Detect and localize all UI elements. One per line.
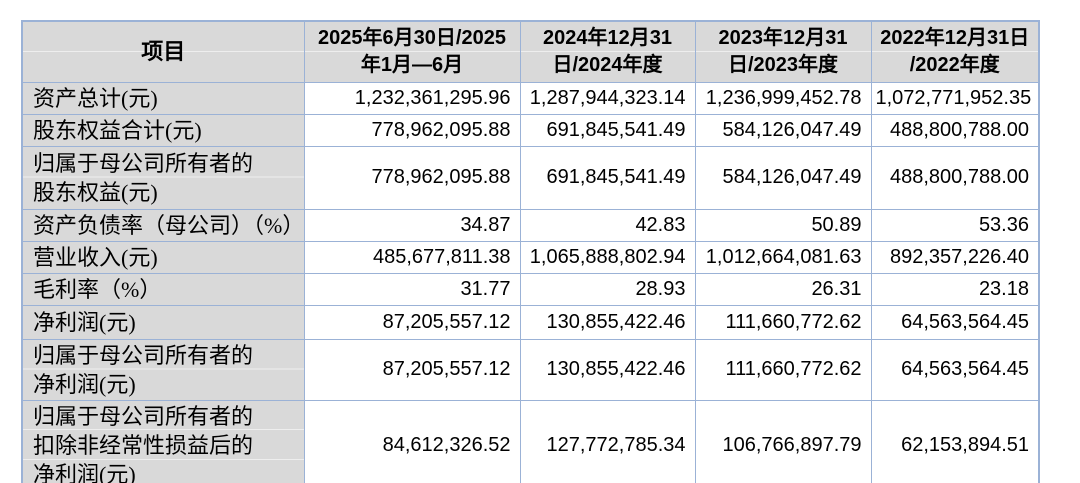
table-header-row: 项目 2025年6月30日/2025 年1月—6月 2024年12月31 日/2… (21, 20, 1040, 83)
cell-value: 485,677,811.38 (303, 240, 521, 274)
cell-value: 28.93 (519, 272, 696, 306)
table-row-parent-equity: 归属于母公司所有者的 股东权益(元) 778,962,095.88 691,84… (21, 145, 1040, 210)
cell-value: 23.18 (870, 272, 1040, 306)
cell-value: 84,612,326.52 (303, 399, 521, 483)
row-label: 净利润(元) (21, 304, 305, 340)
cell-value: 64,563,564.45 (870, 338, 1040, 401)
header-item-column: 项目 (21, 20, 305, 83)
table-row-revenue: 营业收入(元) 485,677,811.38 1,065,888,802.94 … (21, 240, 1040, 274)
cell-value: 1,012,664,081.63 (694, 240, 872, 274)
cell-value: 87,205,557.12 (303, 304, 521, 340)
cell-value: 1,232,361,295.96 (303, 81, 521, 115)
row-label: 毛利率（%） (21, 272, 305, 306)
cell-value: 53.36 (870, 208, 1040, 242)
table-row-debt-ratio: 资产负债率（母公司）（%） 34.87 42.83 50.89 53.36 (21, 208, 1040, 242)
row-label: 归属于母公司所有者的 扣除非经常性损益后的 净利润(元) (21, 399, 305, 483)
cell-value: 87,205,557.12 (303, 338, 521, 401)
cell-value: 62,153,894.51 (870, 399, 1040, 483)
cell-value: 1,287,944,323.14 (519, 81, 696, 115)
header-period-2023: 2023年12月31 日/2023年度 (694, 20, 872, 83)
cell-value: 106,766,897.79 (694, 399, 872, 483)
cell-value: 1,236,999,452.78 (694, 81, 872, 115)
cell-value: 111,660,772.62 (694, 304, 872, 340)
cell-value: 50.89 (694, 208, 872, 242)
cell-value: 488,800,788.00 (870, 145, 1040, 210)
cell-value: 42.83 (519, 208, 696, 242)
cell-value: 584,126,047.49 (694, 145, 872, 210)
cell-value: 691,845,541.49 (519, 113, 696, 147)
row-label: 归属于母公司所有者的 净利润(元) (21, 338, 305, 401)
cell-value: 778,962,095.88 (303, 145, 521, 210)
cell-value: 1,072,771,952.35 (870, 81, 1040, 115)
cell-value: 34.87 (303, 208, 521, 242)
financial-summary-table: 项目 2025年6月30日/2025 年1月—6月 2024年12月31 日/2… (21, 20, 1040, 483)
cell-value: 778,962,095.88 (303, 113, 521, 147)
table-row-gross-margin: 毛利率（%） 31.77 28.93 26.31 23.18 (21, 272, 1040, 306)
cell-value: 130,855,422.46 (519, 304, 696, 340)
cell-value: 1,065,888,802.94 (519, 240, 696, 274)
cell-value: 26.31 (694, 272, 872, 306)
header-period-2024: 2024年12月31 日/2024年度 (519, 20, 696, 83)
cell-value: 127,772,785.34 (519, 399, 696, 483)
cell-value: 488,800,788.00 (870, 113, 1040, 147)
table-row-total-equity: 股东权益合计(元) 778,962,095.88 691,845,541.49 … (21, 113, 1040, 147)
row-label: 营业收入(元) (21, 240, 305, 274)
header-period-2022: 2022年12月31日 /2022年度 (870, 20, 1040, 83)
cell-value: 691,845,541.49 (519, 145, 696, 210)
cell-value: 892,357,226.40 (870, 240, 1040, 274)
cell-value: 31.77 (303, 272, 521, 306)
row-label: 资产总计(元) (21, 81, 305, 115)
table-row-total-assets: 资产总计(元) 1,232,361,295.96 1,287,944,323.1… (21, 81, 1040, 115)
cell-value: 111,660,772.62 (694, 338, 872, 401)
cell-value: 64,563,564.45 (870, 304, 1040, 340)
row-label: 归属于母公司所有者的 股东权益(元) (21, 145, 305, 210)
row-label: 资产负债率（母公司）（%） (21, 208, 305, 242)
header-period-2025h1: 2025年6月30日/2025 年1月—6月 (303, 20, 521, 83)
table-row-parent-net-profit-deducted: 归属于母公司所有者的 扣除非经常性损益后的 净利润(元) 84,612,326.… (21, 399, 1040, 483)
table-row-net-profit: 净利润(元) 87,205,557.12 130,855,422.46 111,… (21, 304, 1040, 340)
cell-value: 130,855,422.46 (519, 338, 696, 401)
cell-value: 584,126,047.49 (694, 113, 872, 147)
table-row-parent-net-profit: 归属于母公司所有者的 净利润(元) 87,205,557.12 130,855,… (21, 338, 1040, 401)
row-label: 股东权益合计(元) (21, 113, 305, 147)
